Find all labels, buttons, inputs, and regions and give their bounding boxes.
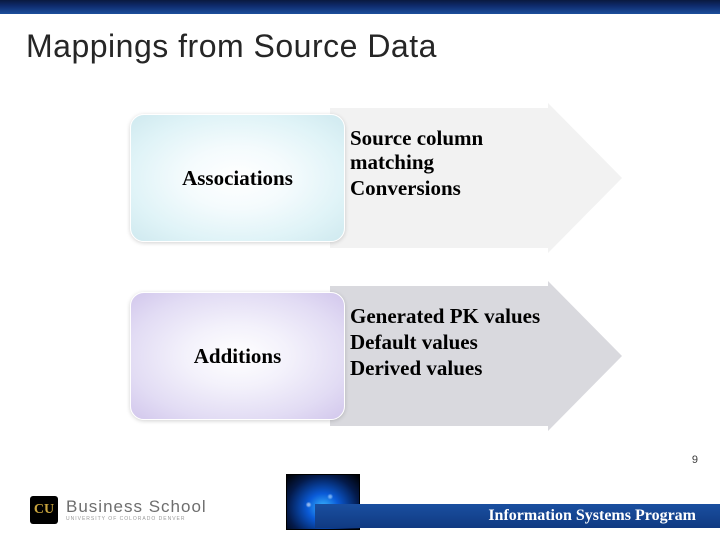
row-associations: Source column matching Conversions Assoc… (130, 108, 630, 248)
card-associations: Associations (130, 114, 345, 242)
school-logo: CU Business School UNIVERSITY OF COLORAD… (30, 496, 207, 524)
list-item: Generated PK values (336, 304, 546, 328)
arrow-head-icon (548, 103, 622, 253)
row-additions: Generated PK values Default values Deriv… (130, 286, 630, 426)
page-number: 9 (692, 454, 698, 466)
page-title: Mappings from Source Data (26, 28, 437, 65)
logo-main-text: Business School (66, 498, 207, 515)
list-item: Conversions (336, 176, 546, 200)
list-item: Source column matching (336, 126, 546, 174)
bullet-list: Source column matching Conversions (336, 126, 546, 202)
arrow-head-icon (548, 281, 622, 431)
logo-badge-text: CU (34, 502, 54, 518)
slide: Mappings from Source Data Source column … (0, 0, 720, 540)
logo-badge-icon: CU (30, 496, 58, 524)
card-label: Additions (194, 344, 282, 369)
card-additions: Additions (130, 292, 345, 420)
logo-text: Business School UNIVERSITY OF COLORADO D… (66, 498, 207, 522)
footer: CU Business School UNIVERSITY OF COLORAD… (0, 494, 720, 540)
list-item: Derived values (336, 356, 546, 380)
list-item: Default values (336, 330, 546, 354)
top-accent-bar (0, 0, 720, 14)
card-label: Associations (182, 166, 293, 191)
program-name: Information Systems Program (488, 507, 696, 525)
footer-bar: Information Systems Program (315, 504, 720, 528)
bullet-list: Generated PK values Default values Deriv… (336, 304, 546, 382)
logo-sub-text: UNIVERSITY OF COLORADO DENVER (66, 517, 207, 522)
